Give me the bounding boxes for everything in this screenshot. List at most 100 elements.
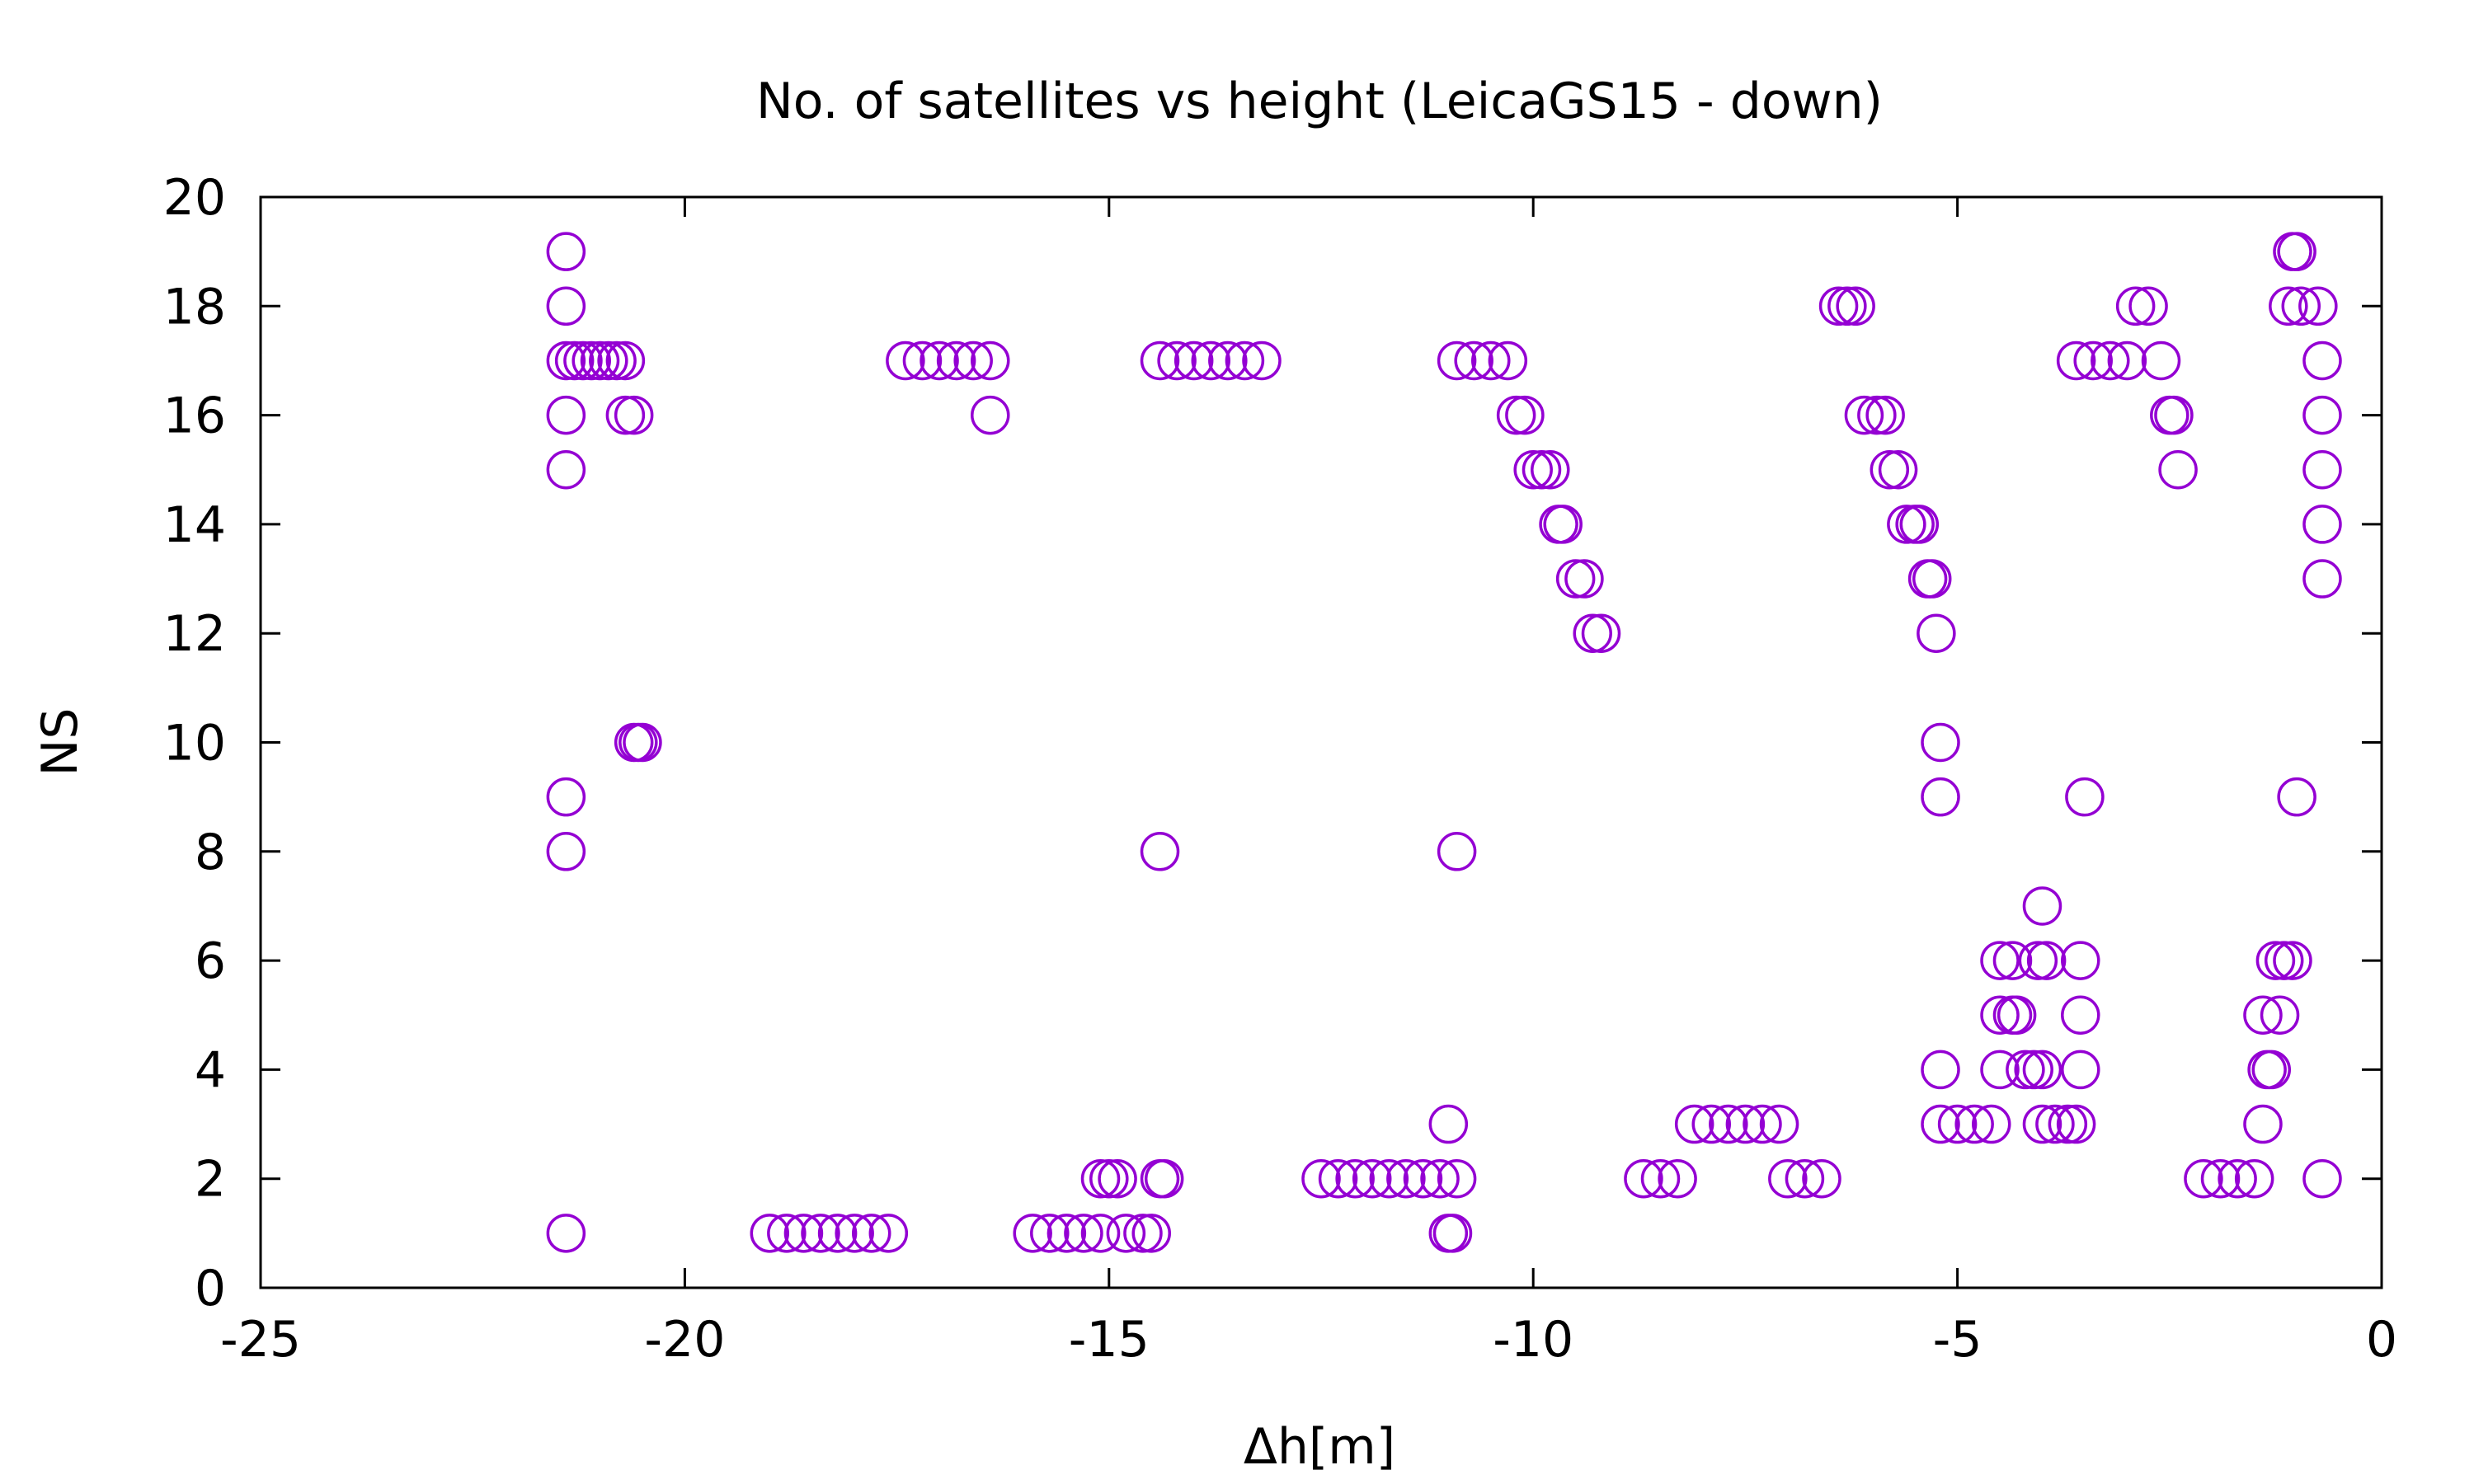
data-point <box>1674 1104 1714 1144</box>
data-point <box>1899 505 1940 544</box>
data-point <box>614 395 654 435</box>
data-point <box>589 340 628 381</box>
data-point <box>571 340 611 381</box>
data-point <box>2243 995 2283 1035</box>
data-point <box>1573 613 1612 653</box>
x-tick-label: -5 <box>1933 1311 1982 1369</box>
data-point <box>2048 1104 2088 1144</box>
data-point <box>1980 995 2020 1035</box>
data-point <box>2234 1158 2274 1199</box>
data-point <box>750 1214 790 1253</box>
data-point <box>1543 505 1583 544</box>
data-point <box>2006 1050 2045 1090</box>
data-point <box>546 832 586 871</box>
data-point <box>1242 340 1282 381</box>
data-point <box>1335 1158 1375 1199</box>
x-tick-label: 0 <box>2366 1311 2397 1369</box>
data-point <box>902 340 943 381</box>
data-point <box>1488 340 1528 381</box>
data-point <box>1917 613 1956 653</box>
y-tick-label: 2 <box>195 1151 226 1209</box>
data-point <box>817 1214 858 1253</box>
data-point <box>2065 777 2105 817</box>
data-point <box>1513 450 1553 490</box>
data-point <box>2302 505 2342 544</box>
data-point <box>546 395 586 435</box>
data-point <box>2022 1050 2062 1090</box>
data-point <box>2302 450 2342 490</box>
data-point <box>1098 1158 1137 1199</box>
data-point <box>920 340 959 381</box>
data-point <box>1080 1214 1121 1253</box>
data-point <box>1428 1104 1469 1144</box>
data-point <box>597 340 637 381</box>
data-point <box>2091 340 2130 381</box>
data-point <box>936 340 976 381</box>
data-point <box>2018 941 2058 980</box>
data-point <box>1030 1214 1070 1253</box>
data-point <box>868 1214 909 1253</box>
data-point <box>1658 1158 1697 1199</box>
data-point <box>2141 340 2181 381</box>
data-point <box>851 1214 891 1253</box>
data-point <box>1937 1104 1978 1144</box>
data-point <box>835 1214 874 1253</box>
data-point <box>2302 395 2342 435</box>
data-point <box>2264 941 2304 980</box>
data-point <box>1080 1158 1121 1199</box>
data-point <box>1047 1214 1087 1253</box>
x-tick-label: -15 <box>1069 1311 1150 1369</box>
data-point <box>2298 286 2338 326</box>
data-point <box>783 1214 824 1253</box>
data-point <box>1403 1158 1443 1199</box>
data-point <box>953 340 993 381</box>
data-point <box>1836 286 1875 326</box>
data-point <box>2061 995 2100 1035</box>
data-point <box>2073 340 2113 381</box>
data-point <box>1140 832 1180 871</box>
data-point <box>1123 1214 1163 1253</box>
data-point <box>1555 559 1596 599</box>
data-point <box>2269 286 2308 326</box>
data-point <box>2107 340 2147 381</box>
x-tick-label: -25 <box>220 1311 301 1369</box>
data-point <box>2302 340 2342 381</box>
data-point <box>1709 1104 1748 1144</box>
data-point <box>1972 1104 2011 1144</box>
data-point <box>1640 1158 1681 1199</box>
data-point <box>1454 340 1493 381</box>
data-point <box>1208 340 1248 381</box>
points-layer <box>546 232 2342 1253</box>
y-tick-label: 10 <box>163 715 226 773</box>
data-point <box>1318 1158 1358 1199</box>
data-point <box>971 395 1010 435</box>
data-point <box>2277 777 2316 817</box>
data-point <box>1759 1104 1799 1144</box>
data-point <box>1992 941 2033 980</box>
data-point <box>2115 286 2156 326</box>
chart-title: No. of satellites vs height (LeicaGS15 -… <box>756 73 1883 130</box>
data-point <box>2281 286 2321 326</box>
data-point <box>1140 340 1180 381</box>
data-point <box>767 1214 807 1253</box>
y-tick-label: 18 <box>163 278 226 336</box>
data-point <box>2273 232 2312 271</box>
data-point <box>2302 559 2342 599</box>
data-point <box>563 340 603 381</box>
data-point <box>2260 995 2300 1035</box>
data-point <box>1921 1050 1960 1090</box>
data-point <box>605 340 646 381</box>
y-axis-label: NS <box>31 708 89 777</box>
data-point <box>2273 941 2312 980</box>
data-point <box>2251 1050 2292 1090</box>
data-point <box>580 340 620 381</box>
data-point <box>2154 395 2194 435</box>
data-point <box>1564 559 1604 599</box>
data-point <box>1496 395 1536 435</box>
data-point <box>1301 1158 1341 1199</box>
data-point <box>1725 1104 1766 1144</box>
data-point <box>2158 450 2198 490</box>
data-point <box>801 1214 840 1253</box>
data-point <box>1743 1104 1782 1144</box>
